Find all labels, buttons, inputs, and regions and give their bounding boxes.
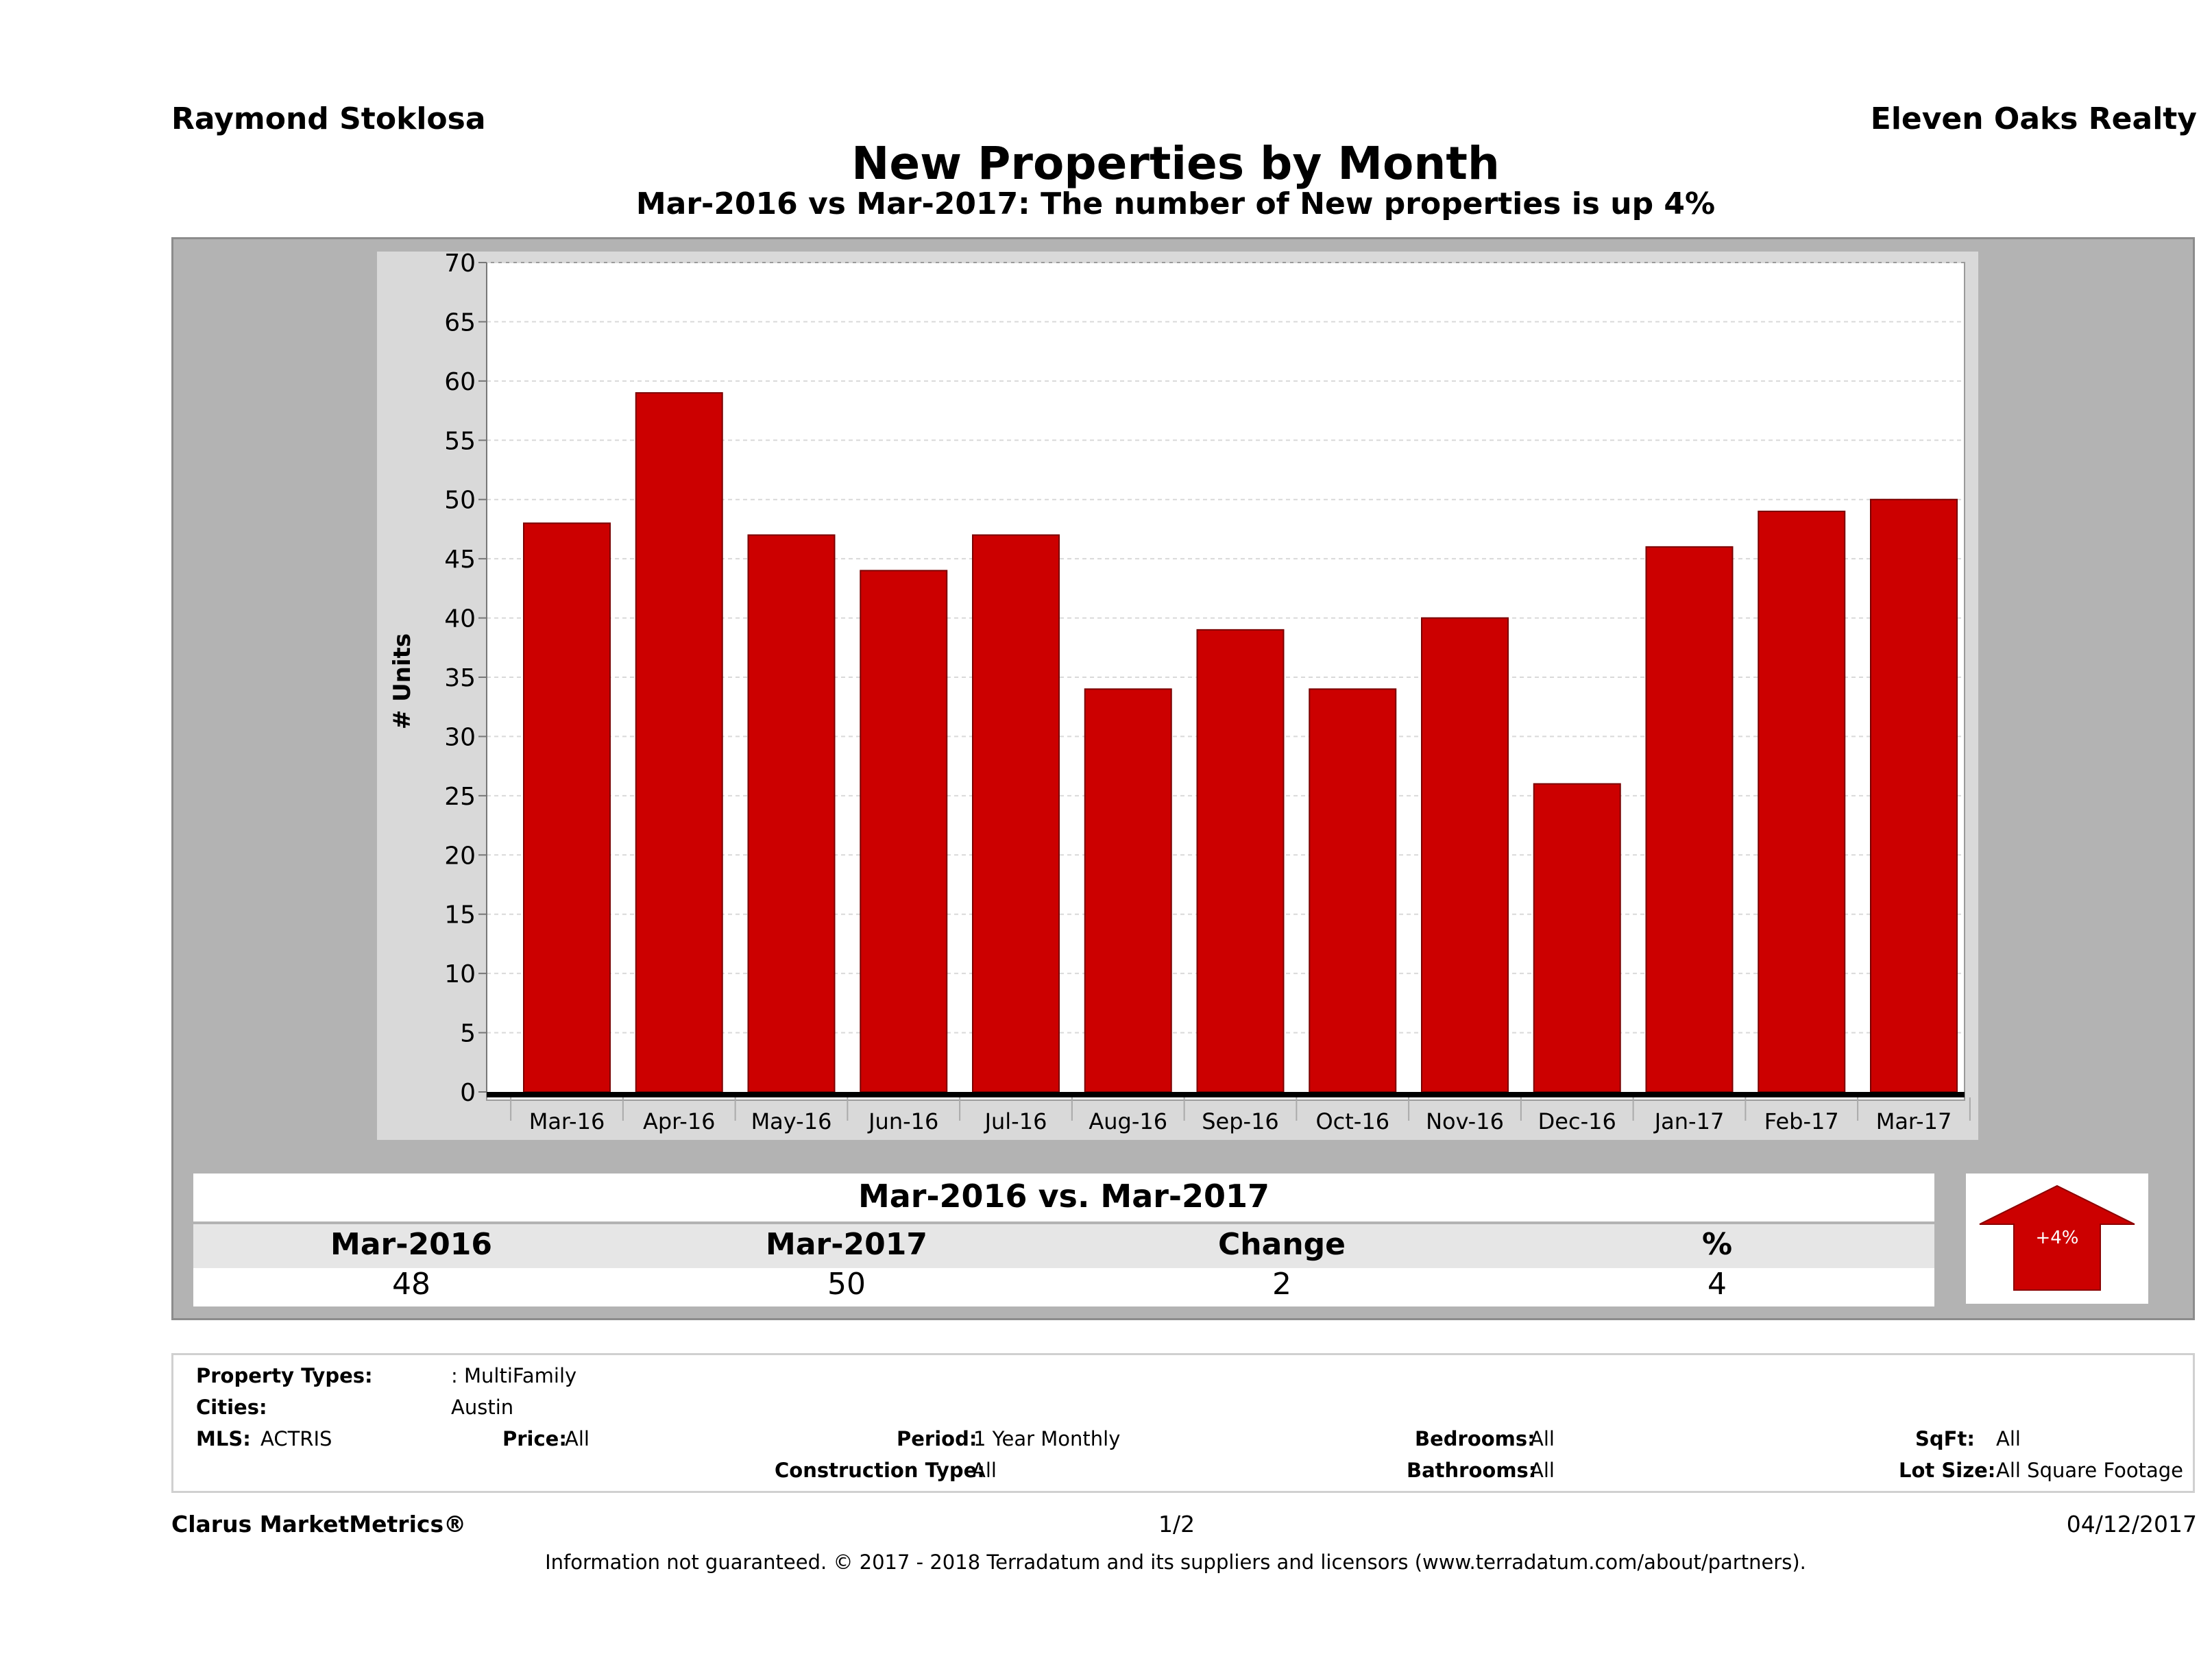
construction-type-value: All: [972, 1459, 997, 1482]
bar-aug-16: [1084, 688, 1172, 1093]
price-label: Price:: [502, 1427, 567, 1450]
comparison-value-mar-2017: 50: [827, 1267, 866, 1302]
agent-name: Raymond Stoklosa: [171, 101, 486, 136]
x-tick-label: Apr-16: [643, 1108, 716, 1134]
bar-mar-17: [1870, 498, 1958, 1093]
comparison-header-mar-2016: Mar-2016: [330, 1227, 492, 1262]
y-tick-label: 50: [444, 487, 476, 515]
x-tick-label: Dec-16: [1538, 1108, 1616, 1134]
comparison-title: Mar-2016 vs. Mar-2017: [858, 1178, 1270, 1215]
y-tick-label: 20: [444, 842, 476, 870]
bar-may-16: [747, 534, 836, 1093]
x-tick-label: Aug-16: [1089, 1108, 1167, 1134]
bar-feb-17: [1758, 511, 1846, 1093]
x-tick-label: Jul-16: [984, 1108, 1047, 1134]
x-tick-label: Mar-17: [1876, 1108, 1952, 1134]
comparison-value-mar-2016: 48: [392, 1267, 430, 1302]
y-tick-label: 10: [444, 960, 476, 988]
disclaimer: Information not guaranteed. © 2017 - 201…: [545, 1551, 1806, 1574]
price-value: All: [565, 1427, 590, 1450]
period-value: 1 Year Monthly: [973, 1427, 1121, 1450]
y-tick-label: 15: [444, 901, 476, 929]
bar-jul-16: [972, 534, 1060, 1093]
comparison-header-percent: %: [1701, 1227, 1733, 1262]
chart-subtitle: Mar-2016 vs Mar-2017: The number of New …: [635, 186, 1716, 221]
construction-type-label: Construction Type:: [775, 1459, 985, 1482]
y-tick-label: 30: [444, 723, 476, 751]
comparison-value-percent: 4: [1707, 1267, 1727, 1302]
property-types-label: Property Types:: [196, 1364, 373, 1387]
bedrooms-label: Bedrooms:: [1415, 1427, 1535, 1450]
x-tick-label: Nov-16: [1426, 1108, 1504, 1134]
x-tick-label: Feb-17: [1764, 1108, 1839, 1134]
mls-label: MLS:: [196, 1427, 251, 1450]
x-tick-label: Mar-16: [529, 1108, 605, 1134]
up-arrow-icon: +4%: [1979, 1184, 2135, 1291]
y-tick-label: 55: [444, 427, 476, 455]
y-tick-label: 35: [444, 664, 476, 692]
comparison-value-band: [193, 1268, 1934, 1306]
y-tick-label: 25: [444, 783, 476, 811]
mls-value: ACTRIS: [260, 1427, 332, 1450]
bar-jun-16: [860, 570, 948, 1093]
property-types-value: : MultiFamily: [451, 1364, 577, 1387]
bedrooms-value: All: [1530, 1427, 1555, 1450]
y-tick-label: 65: [444, 308, 476, 337]
x-tick-label: Sep-16: [1202, 1108, 1279, 1134]
comparison-header-band: [193, 1224, 1934, 1268]
sqft-value: All: [1996, 1427, 2021, 1450]
x-tick-label: Jun-16: [867, 1108, 938, 1134]
x-tick-label: May-16: [751, 1108, 832, 1134]
bar-sep-16: [1196, 629, 1285, 1093]
bar-chart: 0 5 10 15 20 25 30 35 40 45 50 55 60 65 70 Mar-16 Apr-16…: [389, 252, 1971, 1134]
y-tick-label: 70: [444, 252, 476, 278]
bathrooms-label: Bathrooms:: [1407, 1459, 1537, 1482]
y-tick-label: 5: [460, 1020, 476, 1048]
comparison-header-change: Change: [1218, 1227, 1346, 1262]
chart-title: New Properties by Month: [851, 137, 1500, 190]
lot-size-value: All Square Footage: [1996, 1459, 2184, 1482]
bar-oct-16: [1309, 688, 1397, 1093]
cities-value: Austin: [451, 1396, 514, 1419]
lot-size-label: Lot Size:: [1899, 1459, 1996, 1482]
bar-nov-16: [1421, 617, 1509, 1093]
comparison-title-band: [193, 1174, 1934, 1221]
report-date: 04/12/2017: [2066, 1511, 2197, 1537]
x-tick-label: Jan-17: [1653, 1108, 1725, 1134]
change-indicator: +4%: [1966, 1174, 2148, 1304]
x-tick-label: Oct-16: [1315, 1108, 1389, 1134]
cities-label: Cities:: [196, 1396, 267, 1419]
y-axis-label: # Units: [389, 633, 416, 729]
bar-apr-16: [635, 392, 723, 1093]
comparison-value-change: 2: [1272, 1267, 1291, 1302]
y-tick-label: 45: [444, 546, 476, 574]
comparison-header-mar-2017: Mar-2017: [766, 1227, 927, 1262]
y-tick-label: 60: [444, 368, 476, 396]
period-label: Period:: [897, 1427, 977, 1450]
page-number: 1/2: [1158, 1511, 1195, 1537]
y-tick-label: 40: [444, 605, 476, 633]
y-tick-label: 0: [460, 1079, 476, 1107]
filter-summary: [171, 1353, 2195, 1493]
footer-brand: Clarus MarketMetrics®: [171, 1511, 467, 1537]
bar-mar-16: [523, 522, 611, 1093]
sqft-label: SqFt:: [1915, 1427, 1975, 1450]
brokerage-name: Eleven Oaks Realty: [1870, 101, 2197, 136]
change-badge: +4%: [2035, 1228, 2078, 1248]
bar-jan-17: [1645, 546, 1734, 1093]
bathrooms-value: All: [1530, 1459, 1555, 1482]
bar-dec-16: [1533, 783, 1621, 1093]
